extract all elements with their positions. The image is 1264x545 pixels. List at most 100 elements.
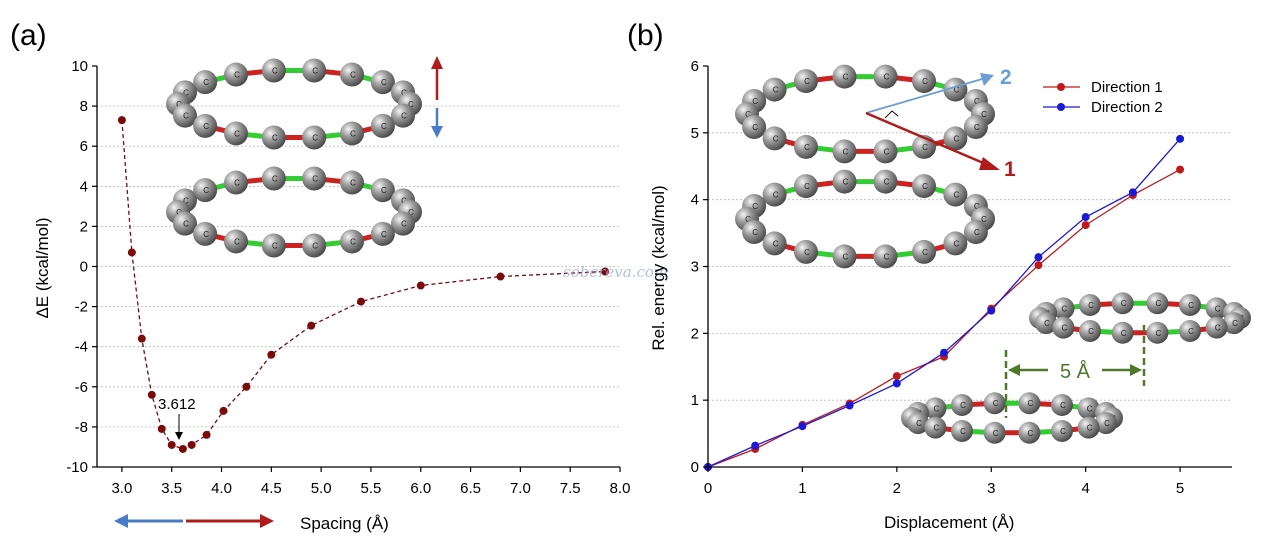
carbon-atom xyxy=(1079,294,1101,317)
y-tick-label: 2 xyxy=(80,218,88,235)
atom-label: C xyxy=(1215,324,1221,333)
atom-label: C xyxy=(183,220,189,229)
atom-label: C xyxy=(884,73,890,82)
atom-label: C xyxy=(974,123,980,132)
atom-label: C xyxy=(272,175,278,184)
legend-direction-2-marker xyxy=(1057,103,1065,111)
atom-label: C xyxy=(203,186,209,195)
chart-a-yticks: -10 -8 -6 -4 -2 0 2 4 6 8 10 xyxy=(66,58,97,476)
atom-label: C xyxy=(843,178,849,187)
atom-label: C xyxy=(773,134,779,143)
atom-label: C xyxy=(922,77,928,86)
atom-label: C xyxy=(954,191,960,200)
atom-label: C xyxy=(1027,399,1033,408)
data-point xyxy=(267,350,276,359)
chart-b-points xyxy=(704,134,1185,471)
atom-label: C xyxy=(804,248,810,257)
chart-a-ylabel: ΔE (kcal/mol) xyxy=(33,217,52,318)
atom-label: C xyxy=(922,143,928,152)
carbon-atom xyxy=(1052,316,1075,339)
atom-label: C xyxy=(954,86,960,95)
x-tick-label: 1 xyxy=(798,480,806,497)
data-point xyxy=(167,440,176,449)
spacing-increase-arrow xyxy=(186,514,274,528)
data-point xyxy=(940,348,949,357)
atom-label: C xyxy=(203,78,209,87)
carbon-atom xyxy=(224,62,248,87)
y-tick-label: 6 xyxy=(691,58,699,75)
carbon-atom xyxy=(912,239,936,264)
x-tick-label: 0 xyxy=(704,480,712,497)
x-tick-label: 5.5 xyxy=(361,480,382,497)
carbon-atom xyxy=(302,58,327,83)
right-angle-marker xyxy=(884,110,899,119)
carbon-atom xyxy=(340,170,364,195)
data-point xyxy=(157,424,166,433)
y-tick-label: 8 xyxy=(80,98,88,115)
direction-2-arrow-label: 2 xyxy=(1000,66,1012,89)
data-point xyxy=(892,372,901,381)
atom-label: C xyxy=(1060,427,1066,436)
data-point xyxy=(496,272,505,281)
x-tick-label: 5.0 xyxy=(311,480,332,497)
carbon-atom xyxy=(193,70,218,95)
carbon-atom xyxy=(924,397,947,420)
atom-label: C xyxy=(884,178,890,187)
atom-label: C xyxy=(954,239,960,248)
atom-label: C xyxy=(1027,429,1033,438)
carbon-atom xyxy=(1111,321,1134,344)
vertical-up-arrow xyxy=(431,56,443,100)
atom-label: C xyxy=(234,237,240,246)
carbon-atom xyxy=(1146,321,1169,344)
chart-a-annotation-arrowhead xyxy=(175,432,183,440)
data-point xyxy=(1034,253,1043,262)
atom-label: C xyxy=(974,202,980,211)
atom-label: C xyxy=(960,427,966,436)
atom-label: C xyxy=(1104,419,1110,428)
atom-label: C xyxy=(381,186,387,195)
data-point xyxy=(356,297,365,306)
atom-label: C xyxy=(1188,301,1194,310)
x-tick-label: 8.0 xyxy=(610,480,631,497)
carbon-atom xyxy=(742,219,767,244)
carbon-atom xyxy=(983,392,1006,415)
atom-label: C xyxy=(752,228,758,237)
carbon-atom xyxy=(762,77,787,102)
data-point xyxy=(202,430,211,439)
x-tick-label: 3.5 xyxy=(161,480,182,497)
atom-label: C xyxy=(401,196,407,205)
carbon-atom xyxy=(370,70,395,95)
carbon-atom xyxy=(370,221,395,246)
carbon-atom xyxy=(832,139,857,164)
carbon-atom xyxy=(370,113,395,138)
chart-b-xticks: 0 1 2 3 4 5 xyxy=(704,467,1184,497)
panel-a-label: (a) xyxy=(10,19,47,52)
y-tick-label: 10 xyxy=(71,58,88,75)
atom-label: C xyxy=(922,248,928,257)
atom-label: C xyxy=(1087,404,1093,413)
carbon-atom xyxy=(172,103,197,128)
atom-label: C xyxy=(752,97,758,106)
atom-label: C xyxy=(954,134,960,143)
chart-a-annotation: 3.612 xyxy=(158,396,196,413)
carbon-atom xyxy=(1179,294,1201,317)
atom-label: C xyxy=(981,215,987,224)
atom-label: C xyxy=(312,133,318,142)
atom-label: C xyxy=(408,208,414,217)
data-point xyxy=(892,379,901,388)
watermark: sobereva.com xyxy=(563,263,668,281)
data-point xyxy=(987,306,996,315)
atom-label: C xyxy=(993,429,999,438)
data-point xyxy=(416,281,425,290)
atom-label: C xyxy=(773,239,779,248)
carbon-atom xyxy=(370,178,395,203)
carbon-atom xyxy=(1077,397,1100,420)
carbon-atom xyxy=(1205,316,1228,339)
chart-a-grid xyxy=(97,105,620,428)
x-tick-label: 2 xyxy=(893,480,901,497)
atom-label: C xyxy=(745,215,751,224)
legend-direction-1-label: Direction 1 xyxy=(1091,79,1163,96)
chart-a-points xyxy=(117,116,610,453)
carbon-atom xyxy=(1205,297,1228,320)
data-point xyxy=(117,116,126,125)
